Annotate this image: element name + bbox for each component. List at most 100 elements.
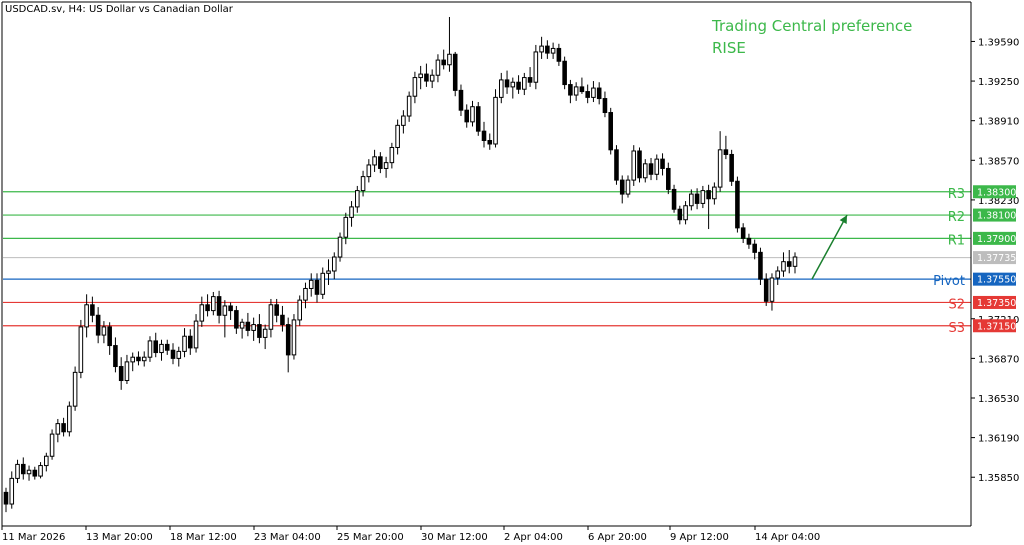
candle <box>164 339 170 355</box>
price-box-value: 1.38100 <box>977 211 1016 222</box>
candle <box>383 156 389 178</box>
candle <box>401 110 406 134</box>
candle-body-up <box>182 335 187 352</box>
candle <box>170 343 176 365</box>
preference-label: Trading Central preference <box>711 17 912 35</box>
candle <box>706 184 711 230</box>
candle-body-up <box>631 150 637 181</box>
candle-body-up <box>429 74 435 82</box>
candle-body-up <box>642 163 648 179</box>
time-tick-label: 2 Apr 04:00 <box>504 532 563 543</box>
candle <box>660 153 665 176</box>
candle-body-down <box>136 356 141 362</box>
candle-body-down <box>545 45 550 54</box>
candle-body-up <box>124 361 130 382</box>
candle-body-down <box>314 279 320 295</box>
candle-body-up <box>147 340 153 358</box>
candle <box>285 317 291 373</box>
candle <box>602 91 608 118</box>
candle <box>700 185 706 209</box>
candle <box>205 294 210 317</box>
candle <box>153 332 159 358</box>
current-price-box: 1.37735 <box>973 251 1016 265</box>
candle <box>378 152 383 174</box>
candle <box>723 135 729 160</box>
candle <box>303 282 308 309</box>
time-tick-label: 18 Mar 12:00 <box>170 532 237 543</box>
candle <box>188 329 193 355</box>
candle-body-up <box>683 205 688 221</box>
level-box-r1: 1.37900 <box>973 231 1016 245</box>
candle <box>648 157 654 181</box>
candle <box>314 273 320 303</box>
candle <box>435 54 441 83</box>
level-name-r2: R2 <box>948 210 965 225</box>
candle-body-down <box>562 60 567 86</box>
candle-body-up <box>712 186 717 200</box>
candle <box>418 65 423 90</box>
candle <box>481 121 487 148</box>
candle <box>297 295 303 326</box>
price-box-value: 1.37735 <box>977 253 1016 264</box>
candle-body-down <box>280 314 285 326</box>
candle <box>147 336 153 362</box>
candle <box>245 312 251 337</box>
candle-body-down <box>170 349 176 359</box>
candle <box>642 159 648 183</box>
candle <box>308 273 314 297</box>
price-tick-label: 1.38230 <box>978 196 1019 207</box>
price-box-value: 1.37900 <box>977 234 1016 245</box>
candle <box>113 337 118 373</box>
candle-body-down <box>95 314 101 336</box>
candle <box>176 346 182 367</box>
candle <box>228 302 233 320</box>
candle <box>689 189 694 211</box>
candle <box>84 294 89 338</box>
candle-body-down <box>602 98 608 114</box>
candle <box>136 351 141 366</box>
candle-body-down <box>107 326 112 347</box>
candle-body-up <box>268 304 274 330</box>
time-tick-label: 6 Apr 20:00 <box>588 532 647 543</box>
level-box-r3: 1.38300 <box>973 185 1016 199</box>
candle-body-up <box>211 296 216 312</box>
candle <box>251 317 256 341</box>
candle-body-up <box>510 81 516 88</box>
candle-body-down <box>660 158 665 169</box>
candles-layer <box>3 16 798 513</box>
candle <box>562 56 567 90</box>
candle <box>222 300 228 338</box>
candle <box>619 175 625 204</box>
candle <box>320 267 326 299</box>
candle <box>585 84 590 104</box>
candle <box>32 466 38 480</box>
candle-body-down <box>245 321 251 331</box>
candle <box>343 212 349 245</box>
candle <box>550 42 556 59</box>
time-tick-label: 25 Mar 20:00 <box>337 532 404 543</box>
candle-body-down <box>614 149 619 181</box>
level-box-s2: 1.37350 <box>973 295 1016 309</box>
candle <box>694 188 700 210</box>
candle-body-down <box>90 304 95 316</box>
candle <box>769 273 775 311</box>
candle <box>677 205 683 225</box>
time-tick-label: 23 Mar 04:00 <box>254 532 321 543</box>
candle-body-up <box>412 77 418 97</box>
candle <box>758 247 763 285</box>
candle <box>458 84 464 117</box>
level-name-pivot: Pivot <box>933 274 965 289</box>
candle <box>510 77 516 99</box>
candle-body-down <box>786 261 792 267</box>
time-axis-ticks: 11 Mar 2026 13 Mar 20:00 18 Mar 12:00 23 Ma… <box>1 526 820 543</box>
candle <box>38 462 43 479</box>
candle-body-down <box>723 149 729 155</box>
candle-body-up <box>349 206 354 218</box>
candle <box>3 487 9 513</box>
candle-body-down <box>424 73 429 82</box>
candle <box>389 142 395 169</box>
candle <box>522 72 527 96</box>
price-box-bg <box>973 272 1016 286</box>
candle <box>101 321 107 344</box>
candle <box>268 298 274 338</box>
